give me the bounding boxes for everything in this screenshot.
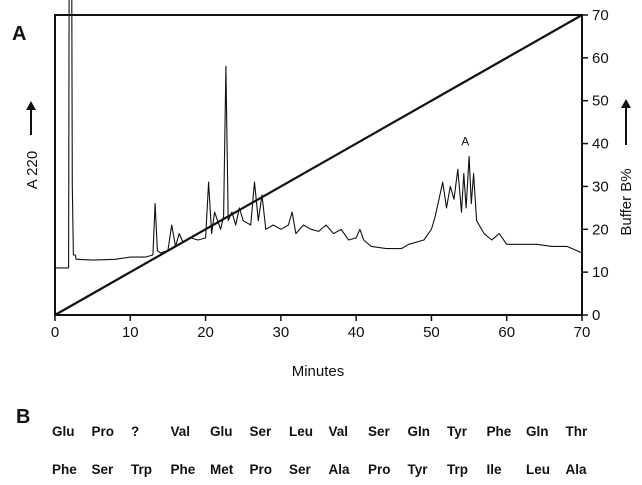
x-tick-label: 40 [348, 324, 365, 341]
x-tick-label: 10 [122, 324, 139, 341]
sequence-row-2: Phe Ser Trp Phe Met Pro Ser Ala Pro Tyr Trp Ile Leu A… [52, 462, 605, 477]
residue: Ser [368, 424, 390, 439]
y2-axis-arrow-icon [621, 99, 631, 145]
y2-axis-ticks: 0 10 20 30 40 50 60 70 [582, 7, 609, 324]
residue: Gln [526, 424, 549, 439]
residue: ? [131, 424, 140, 439]
x-axis-ticks: 0 10 20 30 40 50 60 70 [51, 315, 591, 341]
sequence-row-1: Glu Pro? Val Glu Ser Leu Val Ser Gln Tyr Phe Gln Thr [52, 424, 605, 439]
y2-tick-label: 0 [592, 307, 600, 324]
x-tick-label: 30 [273, 324, 290, 341]
x-tick-label: 0 [51, 324, 59, 341]
residue: Phe [170, 462, 196, 477]
y2-tick-label: 10 [592, 264, 609, 281]
panel-b-label: B [16, 406, 31, 428]
y2-tick-label: 20 [592, 221, 609, 238]
y-axis-title-group: A 220 [24, 151, 41, 189]
residue: Ser [289, 462, 311, 477]
residue: Glu [52, 424, 75, 439]
y2-axis-title: Buffer B% [618, 168, 635, 235]
residue: Trp [447, 462, 469, 477]
x-tick-label: 50 [423, 324, 440, 341]
residue: Trp [131, 462, 153, 477]
y2-tick-label: 60 [592, 50, 609, 67]
panel-a-label: A [12, 23, 26, 45]
residue: Glu [210, 424, 233, 439]
x-tick-label: 60 [498, 324, 515, 341]
residue: Tyr [447, 424, 468, 439]
y2-tick-label: 30 [592, 178, 609, 195]
residue: Ala [328, 462, 350, 477]
residue: Leu [289, 424, 314, 439]
residue: Val [170, 424, 191, 439]
x-axis-title: Minutes [292, 363, 345, 380]
y-axis-title: A 220 [24, 151, 41, 189]
x-tick-label: 70 [574, 324, 591, 341]
residue: Met [210, 462, 234, 477]
residue: Ala [565, 462, 587, 477]
residue: Thr [565, 424, 588, 439]
y2-tick-label: 50 [592, 93, 609, 110]
residue: Gln [407, 424, 431, 439]
residue: Phe [486, 424, 512, 439]
y2-tick-label: 70 [592, 7, 609, 24]
residue: Leu [526, 462, 551, 477]
residue: Pro [91, 424, 115, 439]
residue: Phe [52, 462, 77, 477]
y-axis-arrow-icon [26, 101, 36, 135]
absorbance-trace [55, 0, 583, 269]
residue: Val [328, 424, 349, 439]
residue: Pro [249, 462, 273, 477]
residue: Ser [249, 424, 272, 439]
residue: Pro [368, 462, 391, 477]
residue: Ser [91, 462, 114, 477]
buffer-gradient-line [54, 14, 583, 316]
peak-label: A [461, 135, 469, 149]
x-tick-label: 20 [197, 324, 214, 341]
plot-frame [54, 14, 583, 316]
residue: Ile [486, 462, 502, 477]
y2-axis-title-group: Buffer B% [618, 168, 635, 235]
y2-tick-label: 40 [592, 136, 609, 153]
residue: Tyr [407, 462, 428, 477]
